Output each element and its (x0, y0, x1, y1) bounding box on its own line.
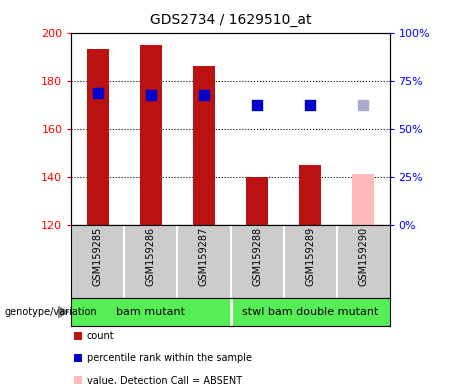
Bar (193, 66, 214, 225)
Text: GSM159285: GSM159285 (93, 227, 103, 286)
Bar (87, 50, 108, 225)
Bar (246, 177, 267, 225)
Text: bam mutant: bam mutant (117, 307, 185, 317)
Text: count: count (87, 331, 114, 341)
Bar (140, 45, 161, 225)
Text: percentile rank within the sample: percentile rank within the sample (87, 353, 252, 363)
Text: genotype/variation: genotype/variation (5, 307, 97, 317)
Text: GDS2734 / 1629510_at: GDS2734 / 1629510_at (150, 13, 311, 27)
Text: GSM159288: GSM159288 (252, 227, 262, 286)
Text: stwl bam double mutant: stwl bam double mutant (242, 307, 378, 317)
Point (200, 92, 207, 98)
Text: GSM159287: GSM159287 (199, 227, 209, 286)
Polygon shape (58, 306, 69, 318)
Point (148, 92, 155, 98)
Point (94, 89, 101, 96)
Point (254, 101, 261, 108)
Text: GSM159286: GSM159286 (146, 227, 156, 286)
Text: GSM159289: GSM159289 (305, 227, 315, 286)
Text: value, Detection Call = ABSENT: value, Detection Call = ABSENT (87, 376, 242, 384)
Point (306, 101, 313, 108)
Point (359, 101, 366, 108)
Bar (299, 165, 320, 225)
Text: GSM159290: GSM159290 (358, 227, 368, 286)
Bar (352, 174, 373, 225)
